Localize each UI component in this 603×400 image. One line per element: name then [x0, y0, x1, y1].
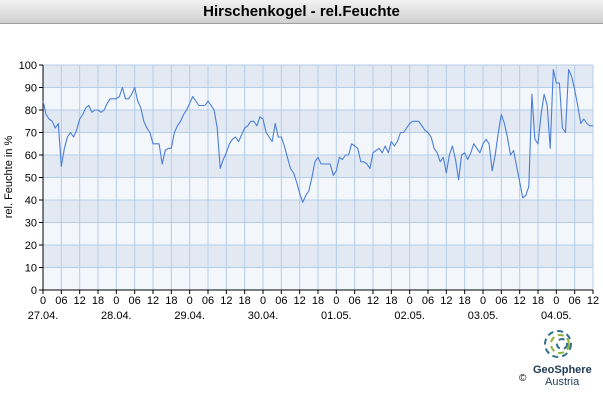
x-tick-label: 0 [187, 295, 193, 307]
y-tick-label: 30 [25, 218, 37, 230]
x-tick-label: 12 [440, 295, 452, 307]
logo-ring [544, 330, 572, 358]
vertical-gridlines [42, 65, 594, 290]
date-labels: 27.04. 28.04. 29.04. 30.04. 01.05. 02.05. 03.0… [28, 310, 572, 322]
x-tick-label: 0 [480, 295, 486, 307]
x-tick-label: 0 [40, 295, 46, 307]
x-tick-label: 12 [220, 295, 232, 307]
x-tick-label: 0 [113, 295, 119, 307]
date-label: 28.04. [101, 310, 132, 322]
y-tick-label: 10 [25, 263, 37, 275]
x-tick-label: 06 [495, 295, 507, 307]
y-tick-label: 60 [25, 150, 37, 162]
geosphere-logo-icon [544, 330, 572, 358]
x-tick-label: 06 [569, 295, 581, 307]
x-tick-label: 06 [349, 295, 361, 307]
date-label: 30.04. [248, 310, 279, 322]
chart-title-bar: Hirschenkogel - rel.Feuchte [0, 0, 603, 24]
logo-ring [556, 338, 568, 350]
x-tick-label: 06 [275, 295, 287, 307]
y-axis-label: rel. Feuchte in % [3, 136, 15, 219]
series-line-rel-feuchte [42, 68, 593, 203]
x-tick-label: 18 [92, 295, 104, 307]
x-tick-label: 0 [407, 295, 413, 307]
x-tick-label: 06 [422, 295, 434, 307]
date-label: 03.05. [468, 310, 499, 322]
date-label: 04.05. [541, 310, 572, 322]
date-label: 01.05. [321, 310, 352, 322]
chart-title: Hirschenkogel - rel.Feuchte [203, 3, 400, 20]
y-tick-label: 90 [25, 83, 37, 95]
y-tick-label: 0 [31, 285, 37, 297]
date-label: 02.05. [394, 310, 425, 322]
x-tick-label: 12 [587, 295, 599, 307]
y-tick-label: 40 [25, 195, 37, 207]
date-label: 29.04. [174, 310, 205, 322]
y-tick-label: 70 [25, 128, 37, 140]
y-tick-label: 100 [19, 60, 37, 72]
date-label: 27.04. [28, 310, 59, 322]
logo-copyright: © [519, 373, 527, 384]
y-tick-label: 80 [25, 105, 37, 117]
logo-subtitle: Austria [545, 376, 580, 388]
x-tick-label: 12 [514, 295, 526, 307]
x-tick-label: 12 [74, 295, 86, 307]
x-tick-labels: 0 06 12 18 0 06 12 18 0 06 12 18 0 06 12 18 0 06 12 18 0 06 12… [40, 290, 599, 307]
x-tick-label: 0 [333, 295, 339, 307]
y-tick-labels: 0 10 20 30 40 50 60 70 80 90 100 [19, 60, 43, 297]
x-tick-label: 06 [129, 295, 141, 307]
x-tick-label: 18 [532, 295, 544, 307]
x-tick-label: 18 [239, 295, 251, 307]
horizontal-gridlines [43, 64, 593, 291]
x-tick-label: 18 [165, 295, 177, 307]
y-tick-label: 20 [25, 240, 37, 252]
x-tick-label: 06 [55, 295, 67, 307]
x-tick-label: 18 [459, 295, 471, 307]
y-tick-label: 50 [25, 173, 37, 185]
logo-ring [550, 334, 570, 354]
x-tick-label: 12 [294, 295, 306, 307]
x-tick-label: 0 [553, 295, 559, 307]
x-tick-label: 12 [367, 295, 379, 307]
logo-name: GeoSphere [533, 364, 592, 376]
x-tick-label: 12 [147, 295, 159, 307]
x-tick-label: 0 [260, 295, 266, 307]
x-tick-label: 18 [385, 295, 397, 307]
x-tick-label: 06 [202, 295, 214, 307]
x-tick-label: 18 [312, 295, 324, 307]
